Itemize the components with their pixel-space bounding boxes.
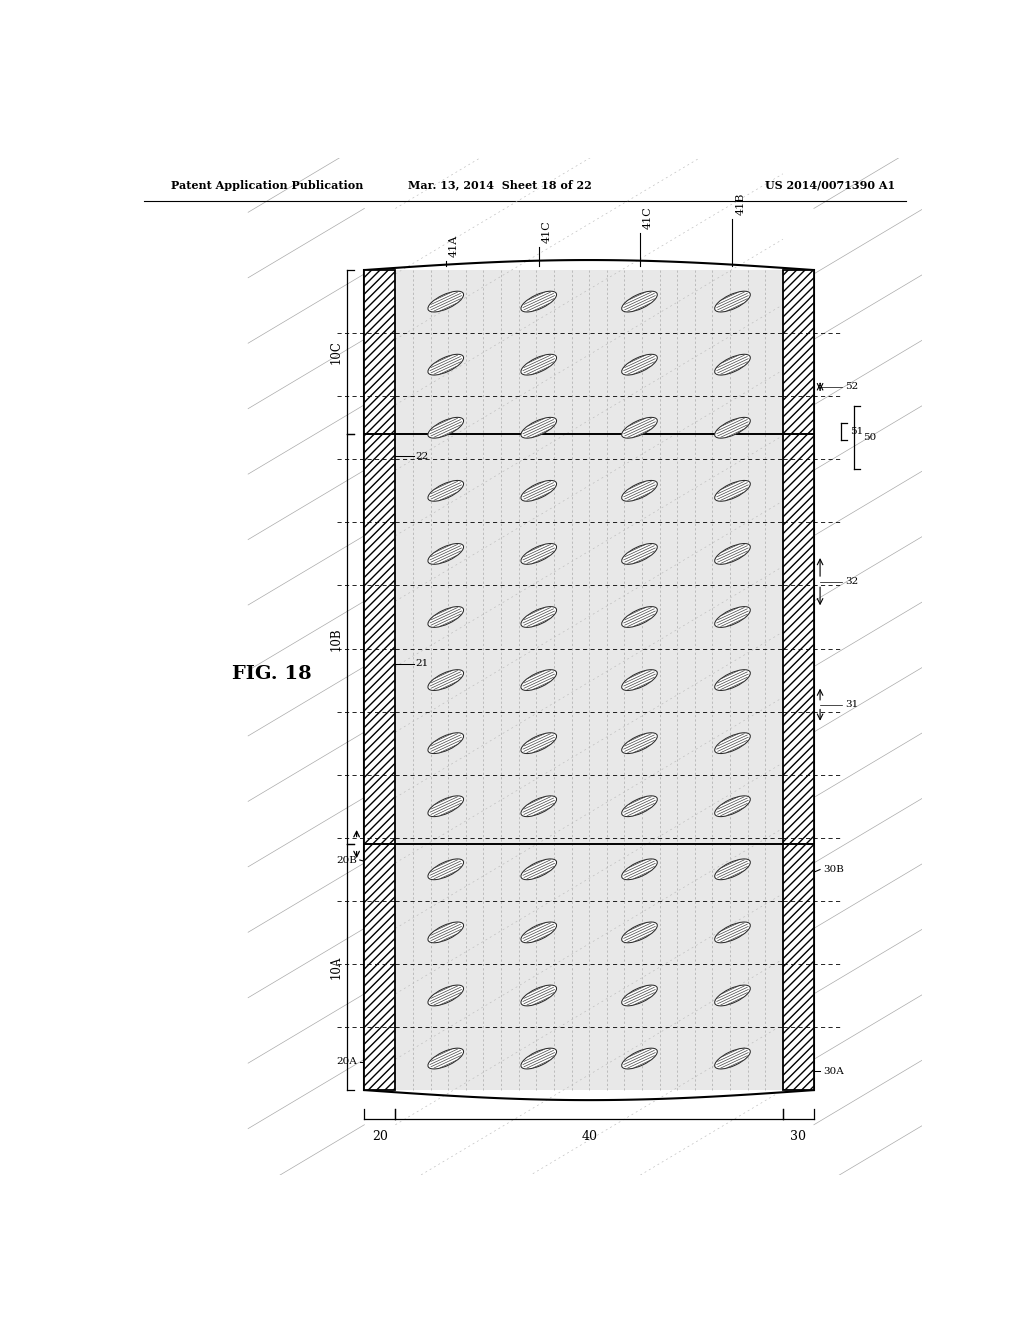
Text: 50: 50 [863,433,877,442]
Text: 41C: 41C [643,206,652,230]
Ellipse shape [622,921,657,942]
Ellipse shape [622,985,657,1006]
Text: 52: 52 [845,383,858,391]
Ellipse shape [622,796,657,817]
Text: FIG. 18: FIG. 18 [231,665,311,684]
Text: 21: 21 [416,659,429,668]
Ellipse shape [622,669,657,690]
Text: 31: 31 [845,700,858,709]
Text: 20A: 20A [337,1057,357,1067]
Text: 41C: 41C [542,220,552,243]
Ellipse shape [428,480,464,502]
Text: 41A: 41A [449,235,459,257]
Ellipse shape [622,607,657,627]
Text: Mar. 13, 2014  Sheet 18 of 22: Mar. 13, 2014 Sheet 18 of 22 [409,180,592,191]
Ellipse shape [428,544,464,564]
Text: 51: 51 [850,428,863,436]
Ellipse shape [622,859,657,879]
Ellipse shape [715,292,751,312]
Ellipse shape [521,354,557,375]
Ellipse shape [622,733,657,754]
Text: 20B: 20B [337,855,357,865]
Text: 30: 30 [791,1130,806,1143]
Ellipse shape [521,1048,557,1069]
Ellipse shape [715,733,751,754]
Ellipse shape [715,544,751,564]
Ellipse shape [521,985,557,1006]
Ellipse shape [715,921,751,942]
Ellipse shape [622,1048,657,1069]
Ellipse shape [715,607,751,627]
Ellipse shape [428,292,464,312]
Ellipse shape [715,669,751,690]
Text: 22: 22 [416,451,429,461]
Ellipse shape [428,733,464,754]
Ellipse shape [715,859,751,879]
Ellipse shape [521,607,557,627]
Ellipse shape [521,796,557,817]
Ellipse shape [521,480,557,502]
Bar [365,271,395,1090]
Ellipse shape [428,796,464,817]
Bar [395,271,783,1090]
Ellipse shape [715,796,751,817]
Ellipse shape [622,354,657,375]
Ellipse shape [428,859,464,879]
Ellipse shape [521,859,557,879]
Text: 40: 40 [582,1130,597,1143]
Bar [783,271,814,1090]
Ellipse shape [521,921,557,942]
Text: 41B: 41B [735,193,745,215]
Ellipse shape [622,292,657,312]
Text: 30A: 30A [823,1067,844,1076]
Ellipse shape [521,669,557,690]
Text: 10B: 10B [330,627,343,651]
Ellipse shape [428,354,464,375]
Ellipse shape [521,417,557,438]
Text: 10A: 10A [330,956,343,979]
Text: 32: 32 [845,577,858,586]
Ellipse shape [715,985,751,1006]
Ellipse shape [715,1048,751,1069]
Ellipse shape [428,985,464,1006]
Ellipse shape [428,607,464,627]
Ellipse shape [428,921,464,942]
Text: Patent Application Publication: Patent Application Publication [171,180,362,191]
Text: 30B: 30B [823,865,844,874]
Text: 20: 20 [372,1130,388,1143]
Ellipse shape [521,544,557,564]
Ellipse shape [715,417,751,438]
Ellipse shape [622,480,657,502]
Text: US 2014/0071390 A1: US 2014/0071390 A1 [765,180,895,191]
Text: 10C: 10C [330,341,343,364]
Ellipse shape [521,292,557,312]
Ellipse shape [428,669,464,690]
Ellipse shape [521,733,557,754]
Ellipse shape [715,354,751,375]
Ellipse shape [428,1048,464,1069]
Ellipse shape [622,417,657,438]
Ellipse shape [622,544,657,564]
Ellipse shape [428,417,464,438]
Ellipse shape [715,480,751,502]
